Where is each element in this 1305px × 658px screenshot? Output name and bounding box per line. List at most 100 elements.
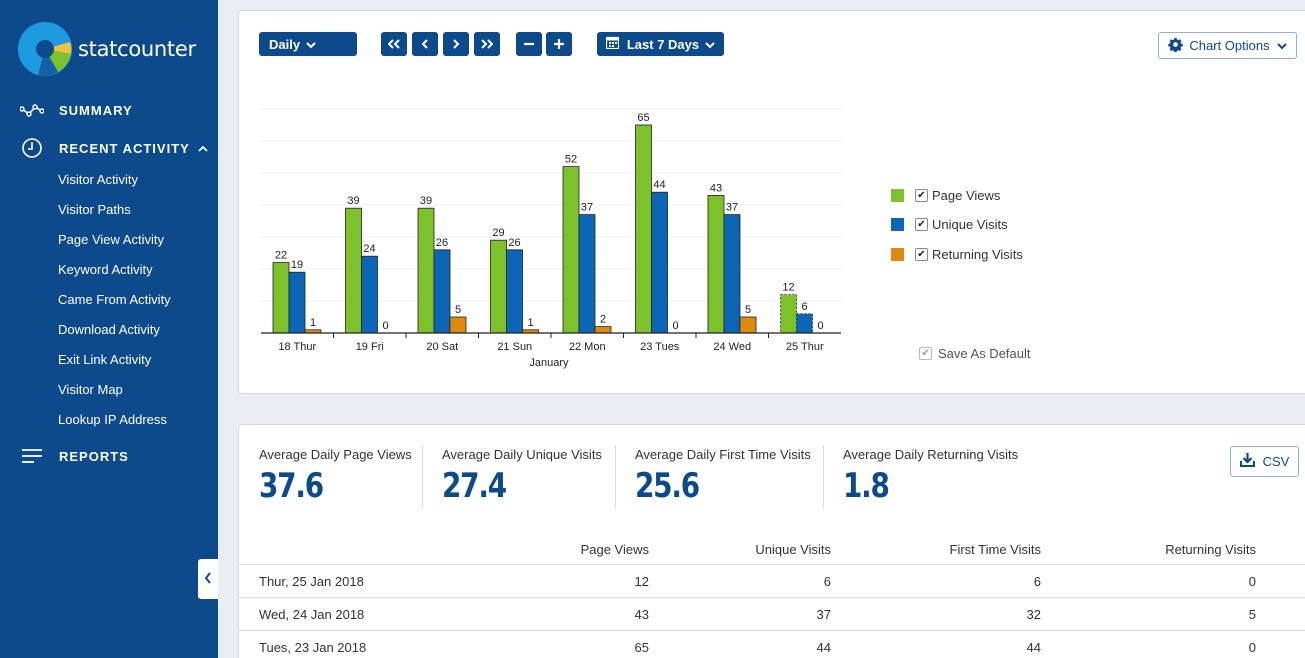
data-label: 0 (817, 320, 823, 332)
stat-first-time-visits-label: Average Daily First Time Visits (635, 447, 811, 462)
sidebar-item-visitor-activity[interactable]: Visitor Activity (58, 172, 138, 187)
legend-returning-visits[interactable]: ✔ Returning Visits (891, 247, 1023, 262)
data-label: 37 (581, 202, 593, 214)
data-label: 39 (347, 195, 359, 207)
legend-returning-visits-label: Returning Visits (932, 247, 1023, 262)
sidebar-item-keyword-activity[interactable]: Keyword Activity (58, 262, 153, 277)
stat-divider (422, 445, 423, 509)
sidebar-item-exit-link-activity[interactable]: Exit Link Activity (58, 352, 152, 367)
zoom-out-button[interactable] (516, 32, 542, 56)
minus-icon (524, 37, 534, 52)
data-label: 5 (745, 304, 751, 316)
column-header-unique-visits[interactable]: Unique Visits (755, 542, 831, 557)
menu-lines-icon (20, 444, 44, 468)
row-unique-visits: 44 (816, 640, 831, 655)
unique-visits-checkbox[interactable]: ✔ (915, 218, 928, 231)
save-as-default-checkbox[interactable]: ✔ (919, 347, 932, 360)
bar (651, 191, 668, 334)
x-tick-label: 22 Mon (569, 341, 606, 353)
next-button[interactable] (443, 32, 469, 56)
row-returning-visits: 0 (1248, 574, 1256, 589)
last-page-button[interactable] (474, 32, 500, 56)
csv-label: CSV (1262, 454, 1290, 469)
chart-options-label: Chart Options (1189, 38, 1270, 53)
x-tick-label: 24 Wed (713, 341, 751, 353)
data-label: 0 (382, 320, 388, 332)
row-unique-visits: 37 (816, 607, 831, 622)
row-date: Tues, 23 Jan 2018 (259, 640, 367, 655)
page-views-checkbox[interactable]: ✔ (915, 189, 928, 202)
data-label: 52 (565, 154, 577, 166)
csv-download-button[interactable]: CSV (1230, 446, 1299, 477)
legend-page-views[interactable]: ✔ Page Views (891, 188, 1000, 203)
sidebar-collapse-button[interactable] (198, 559, 218, 599)
data-label: 6 (801, 301, 807, 313)
data-label: 0 (672, 320, 678, 332)
data-label: 29 (492, 227, 504, 239)
bar (707, 194, 725, 334)
bar (578, 214, 596, 334)
sidebar-item-visitor-paths[interactable]: Visitor Paths (58, 202, 131, 217)
bar (780, 294, 797, 334)
sidebar-item-visitor-map[interactable]: Visitor Map (58, 382, 123, 397)
row-first-time-visits: 6 (1033, 574, 1041, 589)
sidebar-item-download-activity[interactable]: Download Activity (58, 322, 160, 337)
bar (361, 255, 378, 334)
column-header-page-views[interactable]: Page Views (580, 542, 649, 557)
row-page-views: 43 (634, 607, 649, 622)
data-label: 5 (455, 304, 461, 316)
chart-options-button[interactable]: Chart Options (1158, 32, 1297, 59)
granularity-select[interactable]: Daily (259, 32, 357, 56)
data-label: 39 (420, 195, 432, 207)
bar (288, 271, 306, 334)
stat-returning-visits-label: Average Daily Returning Visits (843, 447, 1019, 462)
save-as-default[interactable]: ✔ Save As Default (919, 346, 1031, 361)
calendar-icon (605, 36, 619, 52)
plus-icon (554, 37, 564, 52)
bar (739, 316, 757, 334)
table-row: Wed, 24 Jan 2018 43 37 32 5 (239, 597, 1305, 630)
download-icon (1239, 453, 1255, 470)
bar (723, 214, 741, 334)
sidebar-item-came-from-activity[interactable]: Came From Activity (58, 292, 171, 307)
first-page-button[interactable] (381, 32, 407, 56)
data-label: 1 (527, 317, 533, 329)
nav-summary-label: SUMMARY (59, 102, 133, 118)
legend-unique-visits-label: Unique Visits (932, 217, 1008, 232)
date-range-value: Last 7 Days (626, 36, 700, 52)
sidebar-item-page-view-activity[interactable]: Page View Activity (58, 232, 164, 247)
logo[interactable]: statcounter (18, 22, 196, 76)
stat-page-views-label: Average Daily Page Views (259, 447, 412, 462)
nav-summary[interactable]: SUMMARY (20, 98, 133, 122)
returning-visits-checkbox[interactable]: ✔ (915, 248, 928, 261)
summary-icon (20, 98, 44, 122)
chevron-down-icon (306, 37, 316, 52)
chevron-left-icon (204, 571, 212, 587)
nav-reports-label: REPORTS (59, 448, 129, 464)
row-returning-visits: 5 (1248, 607, 1256, 622)
chevron-down-icon (1276, 38, 1287, 53)
sidebar-item-lookup-ip[interactable]: Lookup IP Address (58, 412, 167, 427)
granularity-value: Daily (269, 36, 301, 52)
data-label: 65 (637, 112, 649, 124)
nav-reports[interactable]: REPORTS (20, 444, 129, 468)
legend-unique-visits[interactable]: ✔ Unique Visits (891, 217, 1008, 232)
column-header-first-time-visits[interactable]: First Time Visits (949, 542, 1042, 557)
legend-swatch-unique-visits (891, 218, 904, 231)
data-label: 43 (710, 182, 722, 194)
bar (562, 166, 580, 334)
data-label: 26 (508, 237, 520, 249)
previous-button[interactable] (412, 32, 438, 56)
date-range-select[interactable]: Last 7 Days (597, 32, 724, 56)
stats-panel: Average Daily Page Views 37.6 Average Da… (238, 424, 1305, 658)
bar (796, 313, 813, 334)
column-header-returning-visits[interactable]: Returning Visits (1165, 542, 1256, 557)
stat-first-time-visits: Average Daily First Time Visits 25.6 (635, 447, 811, 506)
chevron-right-icon (452, 37, 460, 52)
bar (417, 207, 435, 334)
clock-icon (20, 136, 44, 160)
zoom-in-button[interactable] (546, 32, 572, 56)
nav-recent-activity[interactable]: RECENT ACTIVITY (20, 136, 208, 160)
stat-divider (823, 445, 824, 509)
x-tick-label: 23 Tues (640, 341, 680, 353)
